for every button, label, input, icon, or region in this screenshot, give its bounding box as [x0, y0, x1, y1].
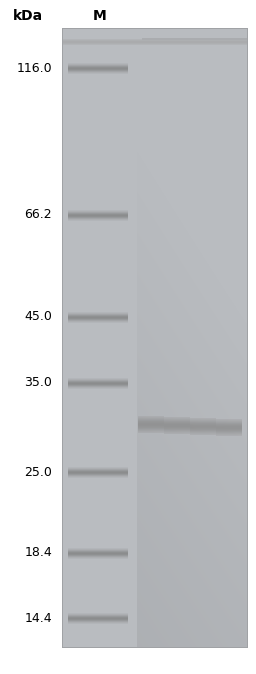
- Text: 116.0: 116.0: [16, 61, 52, 75]
- Text: M: M: [93, 9, 107, 23]
- Text: 25.0: 25.0: [24, 466, 52, 479]
- Text: 35.0: 35.0: [24, 377, 52, 390]
- Text: 18.4: 18.4: [24, 547, 52, 559]
- Text: kDa: kDa: [13, 9, 43, 23]
- Text: 14.4: 14.4: [24, 611, 52, 625]
- Text: 66.2: 66.2: [24, 208, 52, 222]
- Text: 45.0: 45.0: [24, 311, 52, 324]
